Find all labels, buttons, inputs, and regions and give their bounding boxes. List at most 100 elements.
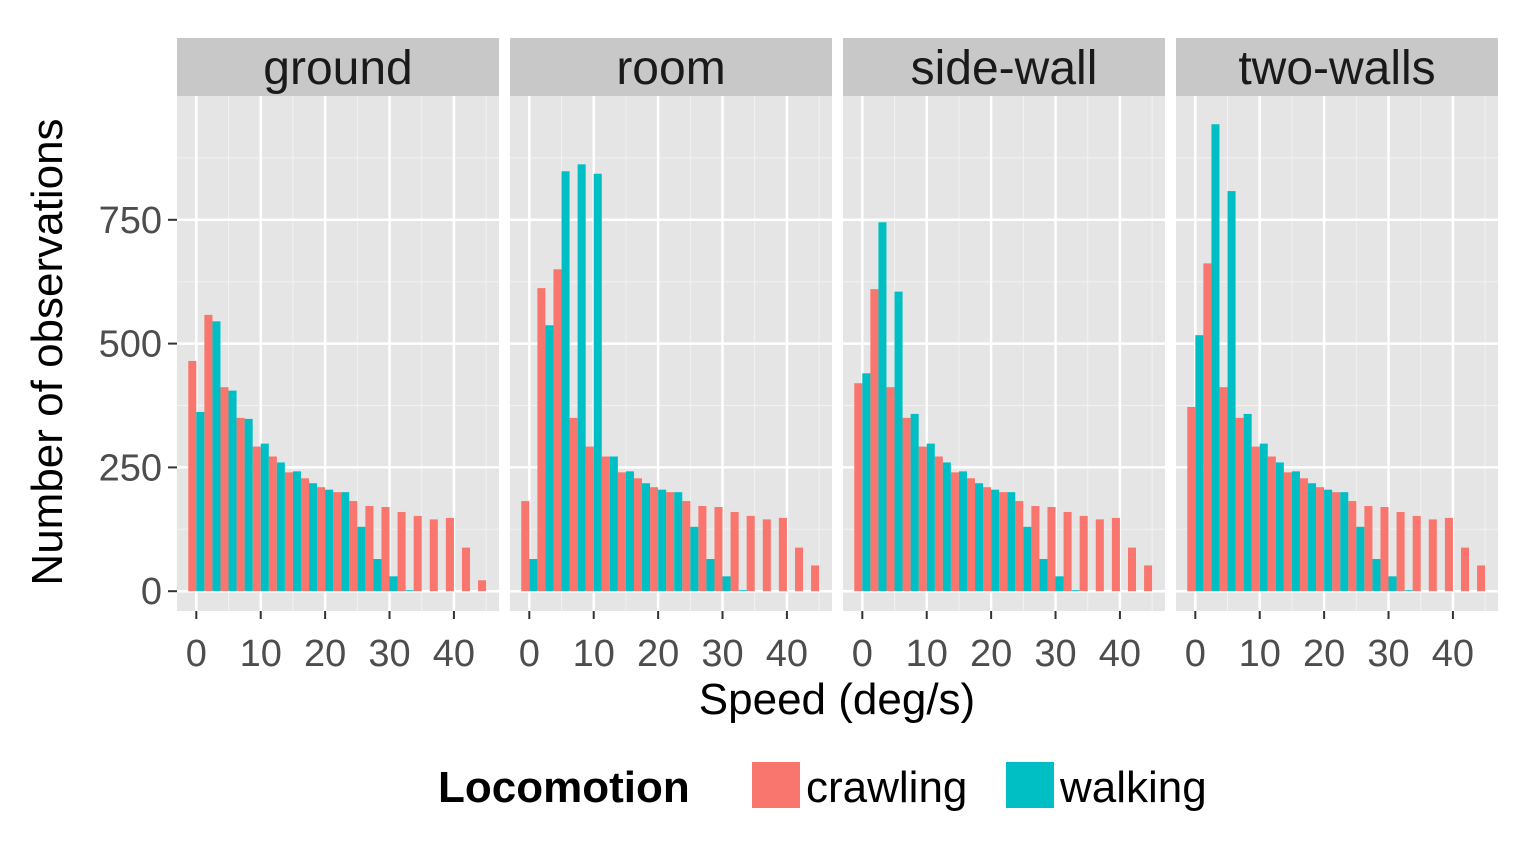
x-tick-label: 40 [766, 633, 808, 675]
bar-crawling [300, 478, 310, 592]
bar-walking [292, 471, 301, 592]
bar-walking [545, 325, 554, 592]
legend-key-walking [1006, 762, 1054, 808]
bar-walking [690, 526, 699, 592]
bar-walking [1404, 590, 1413, 592]
bar-crawling [902, 417, 911, 592]
bar-crawling [1047, 507, 1056, 592]
facet-strip [177, 38, 499, 96]
x-tick-label: 20 [970, 633, 1012, 675]
bar-walking [609, 456, 618, 592]
bar-crawling [429, 519, 438, 592]
bar-walking [975, 483, 984, 592]
bar-walking [1308, 483, 1317, 592]
bar-walking [309, 483, 318, 592]
bar-crawling [1127, 547, 1137, 592]
facet-strip-label: side-wall [911, 42, 1098, 95]
bar-walking [276, 462, 285, 592]
bar-walking [357, 526, 366, 592]
x-tick-label: 30 [368, 633, 410, 675]
bar-walking [373, 559, 382, 592]
bar-crawling [1348, 501, 1357, 592]
bar-walking [1291, 471, 1300, 592]
facet-strip [510, 38, 832, 96]
bar-crawling [1380, 507, 1389, 592]
legend-key-crawling [752, 762, 800, 808]
facet-panel-side-wall: side-wall 0 10 20 30 40 [843, 38, 1165, 675]
bar-crawling [730, 511, 739, 592]
facet-strip [1176, 38, 1498, 96]
bar-crawling [1235, 417, 1244, 592]
bar-crawling [569, 417, 578, 592]
bar-walking [642, 483, 651, 592]
facet-panel-room: room 0 10 20 30 40 [510, 38, 832, 675]
bar-crawling [333, 492, 342, 592]
bar-crawling [1079, 515, 1088, 592]
bar-crawling [1111, 517, 1120, 592]
bar-crawling [268, 456, 277, 592]
bar-crawling [746, 515, 755, 592]
y-tick-label: 250 [99, 447, 162, 489]
bar-walking [1340, 492, 1349, 592]
bar-crawling [204, 314, 213, 592]
bar-walking [1275, 462, 1284, 592]
bar-crawling [1332, 492, 1341, 592]
bar-crawling [317, 487, 326, 592]
bar-crawling [188, 360, 197, 592]
x-tick-label: 30 [1034, 633, 1076, 675]
bar-walking [325, 489, 334, 592]
bar-walking [722, 576, 731, 592]
bar-walking [1227, 191, 1236, 592]
x-tick-label: 10 [240, 633, 282, 675]
bar-walking [405, 590, 414, 592]
bar-crawling [854, 383, 863, 592]
x-tick-label: 30 [701, 633, 743, 675]
facet-panels: ground 0 10 20 30 40 room 0 10 20 30 40 side-wall 0 10… [177, 38, 1498, 675]
bar-walking [1324, 489, 1333, 592]
bar-walking [212, 321, 221, 592]
bar-crawling [682, 501, 691, 592]
bar-walking [878, 222, 887, 592]
bar-crawling [1364, 506, 1373, 592]
x-tick-label: 0 [1185, 633, 1206, 675]
bar-crawling [445, 517, 454, 592]
bar-crawling [886, 387, 895, 592]
bar-crawling [934, 456, 943, 592]
bar-walking [593, 173, 602, 592]
bar-walking [1071, 590, 1080, 592]
bar-walking [1259, 443, 1268, 592]
bar-walking [244, 418, 253, 592]
x-tick-label: 40 [1099, 633, 1141, 675]
bar-walking [862, 373, 871, 592]
bar-crawling [999, 492, 1008, 592]
x-axis-title: Speed (deg/s) [699, 675, 975, 724]
bar-walking [196, 411, 205, 592]
bar-walking [1055, 576, 1064, 592]
facet-strip-label: room [616, 42, 725, 95]
bar-crawling [461, 547, 471, 592]
bars [188, 314, 487, 592]
facet-strip-label: ground [263, 42, 412, 95]
x-tick-label: 30 [1367, 633, 1409, 675]
y-axis: 0 250 500 750 [99, 200, 177, 613]
x-tick-label: 0 [186, 633, 207, 675]
legend-label-walking: walking [1059, 763, 1207, 812]
bar-crawling [397, 511, 406, 592]
bar-crawling [1063, 511, 1072, 592]
bar-walking [910, 413, 919, 592]
bar-crawling [811, 565, 820, 592]
bar-crawling [1031, 506, 1040, 592]
bar-crawling [1203, 263, 1212, 592]
bar-walking [561, 171, 570, 592]
bar-crawling [983, 487, 992, 592]
bar-crawling [1316, 487, 1325, 592]
y-tick-label: 500 [99, 324, 162, 366]
bar-crawling [778, 517, 787, 592]
bar-crawling [1283, 472, 1292, 592]
bar-crawling [1267, 456, 1276, 592]
bar-crawling [585, 446, 594, 592]
bar-crawling [1477, 565, 1486, 592]
bar-crawling [365, 506, 374, 592]
bar-crawling [1144, 565, 1153, 592]
legend-title: Locomotion [438, 763, 690, 812]
